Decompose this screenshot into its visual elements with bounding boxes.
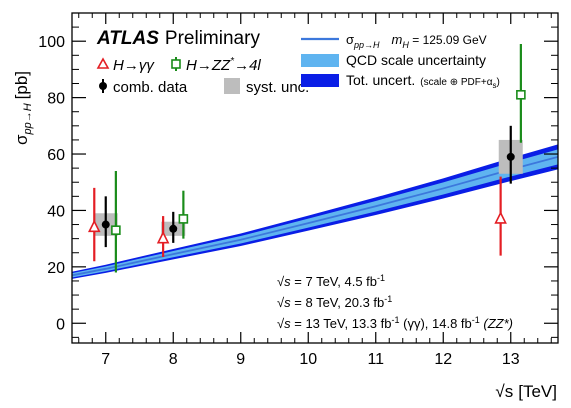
legend-gamgam-prefix: H→	[113, 57, 139, 74]
zz4l-point	[516, 89, 526, 100]
legend-gamgam-marker	[96, 57, 110, 69]
legend-tot-label: Tot. uncert. (scale ⊕ PDF+αs)	[346, 72, 500, 90]
lumi-8tev-root: √s	[277, 295, 291, 310]
legend-zz-suffix: →4l	[234, 57, 261, 74]
atlas-word: ATLAS	[96, 28, 159, 49]
legend-syst-marker	[224, 78, 240, 94]
lumi-13tev: √s = 13 TeV, 13.3 fb-1 (γγ), 14.8 fb-1 (…	[277, 315, 513, 331]
y-tick-label: 20	[47, 260, 65, 277]
legend-gamgam-sym: γγ	[139, 57, 156, 74]
legend-tot-detail-sub: s	[493, 81, 497, 90]
combined-point	[101, 220, 110, 229]
x-tick-label: 8	[169, 351, 178, 368]
x-tick-label: 13	[502, 351, 520, 368]
legend-zz-marker	[171, 59, 181, 69]
legend-left: H→γγ H→ZZ*→4l comb. data syst. unc.	[96, 56, 309, 96]
lumi-7tev-text: = 7 TeV, 4.5 fb	[291, 274, 377, 289]
lumi-8tev-text: = 8 TeV, 20.3 fb	[291, 295, 385, 310]
x-axis-label: √s [TeV]	[495, 382, 557, 401]
legend-tot-main: Tot. uncert.	[346, 72, 415, 88]
legend-comb-marker	[99, 82, 107, 90]
lumi-13tev-exp2: -1	[472, 315, 480, 325]
gamgam-point	[87, 219, 101, 233]
y-axis-label-sigma: σ	[12, 134, 31, 145]
gamgam-point	[156, 230, 170, 244]
zz4l-point	[111, 225, 121, 235]
legend-zz-star: *	[230, 56, 235, 67]
legend-theory-label: σpp→H mH = 125.09 GeV	[346, 32, 487, 50]
y-tick-label: 60	[47, 147, 65, 164]
legend-syst-label: syst. unc.	[246, 79, 309, 96]
zz4l-point	[178, 214, 189, 224]
legend-right: σpp→H mH = 125.09 GeV QCD scale uncertain…	[301, 32, 500, 90]
x-tick-label: 7	[101, 351, 110, 368]
legend-tot-swatch	[301, 74, 339, 87]
legend-tot-detail: (scale ⊕ PDF+α	[420, 77, 492, 88]
lumi-8tev: √s = 8 TeV, 20.3 fb-1	[277, 294, 392, 310]
legend-zz-label: H→ZZ*→4l	[186, 56, 261, 74]
legend-comb-label: comb. data	[113, 79, 188, 96]
x-tick-label: 10	[299, 351, 317, 368]
gamgam-point	[494, 211, 507, 224]
theory-central-line	[72, 155, 558, 277]
lumi-13tev-exp1: -1	[391, 315, 399, 325]
y-tick-label: 40	[47, 203, 65, 220]
lumi-8tev-exp: -1	[384, 294, 392, 304]
legend-gamgam-label: H→γγ	[113, 57, 155, 74]
combined-point	[169, 224, 178, 233]
legend-theory-mass: m	[392, 32, 403, 47]
y-axis-label-sub: pp→H	[22, 103, 34, 135]
combined-point	[506, 152, 515, 161]
theory-total-band	[72, 144, 558, 279]
preliminary-word: Preliminary	[165, 28, 261, 49]
x-tick-label: 11	[367, 351, 384, 368]
legend-theory-sigma-sub: pp→H	[353, 40, 380, 50]
legend-theory-sigma: σ	[346, 32, 354, 47]
lumi-13tev-zz: (ZZ*)	[480, 316, 513, 331]
lumi-13tev-text: = 13 TeV, 13.3 fb	[291, 316, 392, 331]
y-tick-label: 100	[38, 34, 65, 51]
legend-theory-mass-value: = 125.09 GeV	[409, 33, 487, 47]
legend-theory-mass-sub: H	[402, 40, 409, 50]
x-tick-label: 9	[236, 351, 245, 368]
y-axis-label-unit: [pb]	[12, 71, 31, 99]
x-axis-label-unit: [TeV]	[518, 382, 557, 401]
lumi-7tev: √s = 7 TeV, 4.5 fb-1	[277, 273, 385, 289]
lumi-7tev-root: √s	[277, 274, 291, 289]
theory-layer	[72, 144, 558, 279]
lumi-annotations: √s = 7 TeV, 4.5 fb-1 √s = 8 TeV, 20.3 fb…	[277, 273, 513, 331]
atlas-label: ATLAS Preliminary	[96, 28, 260, 49]
y-axis-label: σpp→H [pb]	[12, 71, 34, 145]
legend-qcd-swatch	[301, 54, 339, 67]
lumi-7tev-exp: -1	[377, 273, 385, 283]
legend-tot-detail-close: )	[497, 77, 500, 88]
data-layer	[87, 44, 526, 273]
plot-frame	[71, 12, 559, 344]
x-axis-label-root: √s	[495, 382, 513, 401]
x-tick-label: 12	[434, 351, 452, 368]
y-tick-label: 0	[56, 316, 65, 333]
theory-qcd-band	[72, 149, 558, 278]
legend-zz-prefix: H→ZZ	[186, 57, 231, 74]
legend-qcd-label: QCD scale uncertainty	[346, 52, 486, 68]
lumi-13tev-gamgam: (γγ), 14.8 fb	[400, 316, 472, 331]
tick-layer: 7 8 9 10 11 12 13 0 20 40 60 80 100	[38, 12, 558, 368]
y-tick-label: 80	[47, 91, 65, 108]
lumi-13tev-root: √s	[277, 316, 291, 331]
